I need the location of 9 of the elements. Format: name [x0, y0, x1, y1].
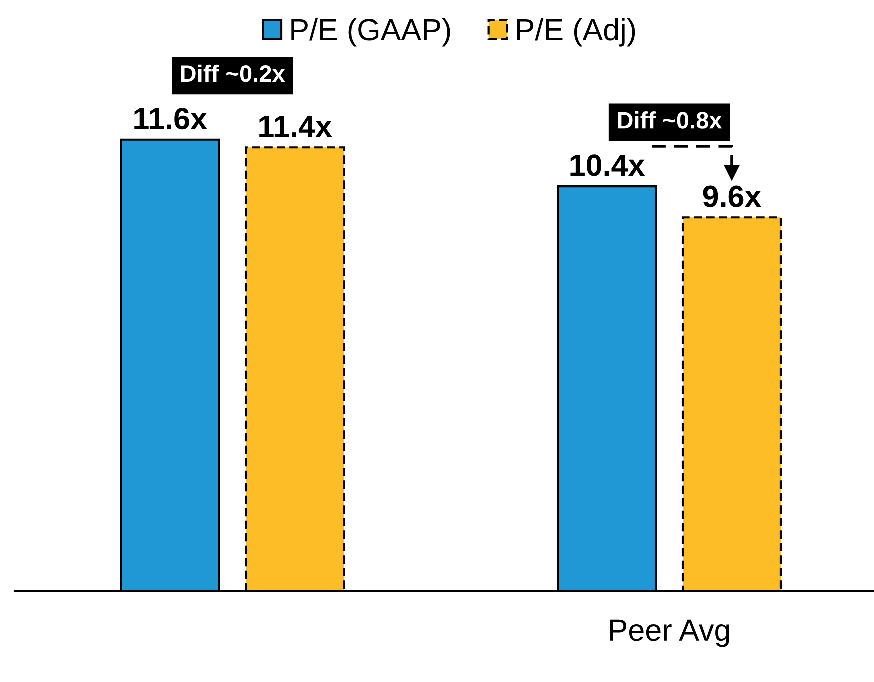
data-label: 11.4x	[260, 116, 332, 138]
data-label: 9.6x	[703, 186, 762, 208]
legend-label: P/E (Adj)	[517, 18, 636, 47]
data-label: 11.6x	[134, 108, 208, 130]
data-label: 10.4x	[570, 154, 646, 176]
legend-label: P/E (GAAP)	[292, 18, 450, 47]
x-tick-label: Peer Avg	[610, 620, 730, 648]
text: Diff ~0.2x	[181, 64, 286, 82]
text: Diff ~0.8x	[618, 112, 722, 129]
